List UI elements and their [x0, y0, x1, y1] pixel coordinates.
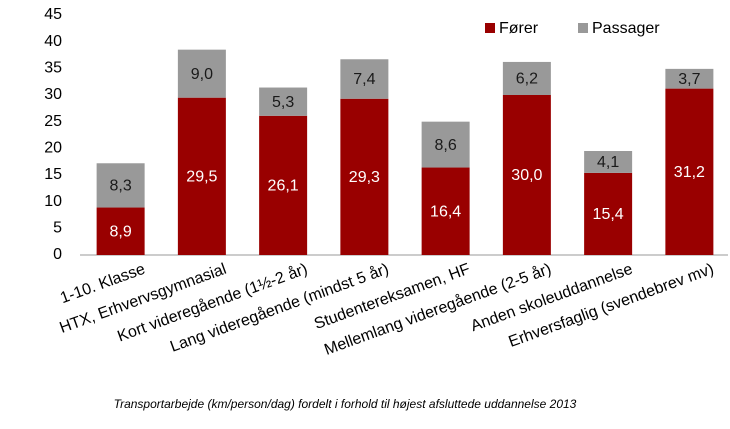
y-tick-label: 25 [44, 113, 62, 130]
bar-segment [502, 95, 551, 255]
data-label: 29,5 [186, 169, 217, 186]
bar-segment [584, 172, 633, 255]
data-label: 7,4 [353, 71, 375, 88]
y-tick-label: 45 [44, 6, 62, 23]
legend-swatch [485, 23, 495, 33]
y-tick-label: 20 [44, 140, 62, 157]
data-label: 30,0 [511, 167, 542, 184]
bar-segment [340, 98, 389, 255]
bar-segment [340, 59, 389, 99]
bar-segment [421, 121, 470, 168]
bar-segment [177, 97, 226, 256]
data-label: 26,1 [268, 178, 299, 195]
legend-swatch [578, 23, 588, 33]
bar-segment [665, 68, 714, 89]
bar-segment [96, 163, 145, 208]
y-tick-label: 40 [44, 33, 62, 50]
legend-label: Fører [499, 20, 539, 37]
data-label: 8,3 [110, 178, 132, 195]
data-label: 16,4 [430, 203, 461, 220]
y-tick-label: 10 [44, 193, 62, 210]
data-label: 5,3 [272, 94, 294, 111]
bar-segment [584, 151, 633, 173]
bar-segment [502, 61, 551, 95]
y-tick-label: 5 [53, 220, 62, 237]
caption: Transportarbejde (km/person/dag) fordelt… [114, 397, 577, 411]
y-tick-label: 0 [53, 246, 62, 263]
legend-label: Passager [592, 20, 660, 37]
bar-segment [177, 49, 226, 98]
data-label: 4,1 [597, 154, 619, 171]
bar-segment [259, 115, 308, 255]
data-label: 29,3 [349, 169, 380, 186]
y-tick-label: 35 [44, 60, 62, 77]
data-label: 31,2 [674, 164, 705, 181]
data-label: 15,4 [593, 206, 624, 223]
bar-segment [96, 207, 145, 255]
data-label: 9,0 [191, 66, 213, 83]
bar-segment [665, 88, 714, 255]
data-label: 8,9 [110, 223, 132, 240]
y-tick-label: 30 [44, 86, 62, 103]
y-tick-label: 15 [44, 166, 62, 183]
bar-segment [421, 167, 470, 255]
data-label: 6,2 [516, 71, 538, 88]
bar-segment [259, 87, 308, 116]
data-label: 3,7 [678, 71, 700, 88]
data-label: 8,6 [435, 137, 457, 154]
